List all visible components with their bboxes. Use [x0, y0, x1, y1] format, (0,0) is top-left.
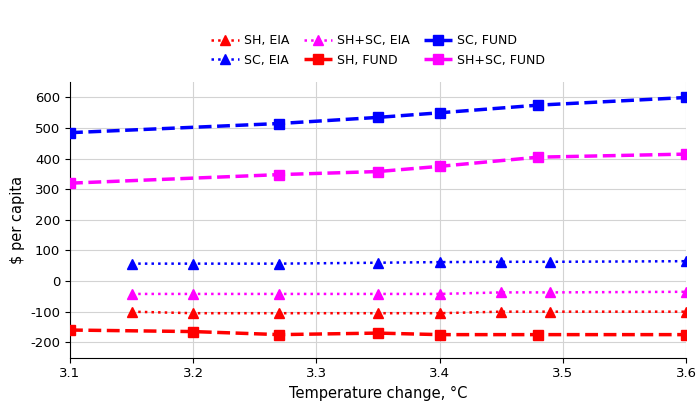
Legend: SH, EIA, SC, EIA, SH+SC, EIA, SH, FUND, SC, FUND, SH+SC, FUND: SH, EIA, SC, EIA, SH+SC, EIA, SH, FUND, … [207, 31, 549, 70]
X-axis label: Temperature change, °C: Temperature change, °C [289, 386, 467, 401]
Y-axis label: $ per capita: $ per capita [10, 176, 25, 264]
